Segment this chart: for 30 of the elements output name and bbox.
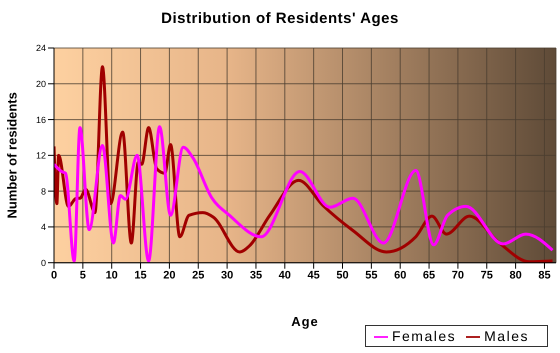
x-tick-label: 55 bbox=[365, 270, 378, 282]
y-tick-label: 4 bbox=[40, 222, 46, 232]
x-tick-label: 0 bbox=[50, 270, 58, 282]
x-tick-label: 60 bbox=[394, 270, 406, 282]
x-tick-label: 20 bbox=[163, 270, 176, 282]
x-tick-label: 75 bbox=[480, 270, 493, 282]
x-tick-label: 10 bbox=[106, 270, 118, 282]
y-tick-label: 24 bbox=[36, 43, 46, 54]
x-tick-label: 85 bbox=[538, 270, 551, 282]
x-tick-label: 80 bbox=[509, 270, 522, 282]
x-tick-label: 70 bbox=[452, 270, 464, 282]
x-tick-label: 35 bbox=[250, 270, 262, 282]
y-tick-label: 16 bbox=[36, 114, 46, 125]
x-tick-label: 25 bbox=[192, 270, 204, 282]
legend-label: Females bbox=[392, 328, 456, 344]
x-tick-label: 50 bbox=[336, 270, 349, 282]
legend-label: Males bbox=[484, 328, 529, 344]
y-tick-label: 20 bbox=[36, 78, 46, 89]
y-tick-label: 12 bbox=[36, 150, 46, 161]
y-axis-title: Number of residents bbox=[4, 92, 20, 219]
x-tick-label: 30 bbox=[220, 270, 234, 282]
x-tick-label: 65 bbox=[422, 270, 436, 282]
x-tick-label: 40 bbox=[278, 270, 291, 282]
x-tick-label: 5 bbox=[80, 270, 86, 282]
x-tick-label: 45 bbox=[308, 270, 320, 282]
x-axis-title: Age bbox=[290, 314, 320, 329]
y-tick-label: 0 bbox=[40, 258, 46, 268]
chart-title: Distribution of Residents' Ages bbox=[160, 10, 400, 27]
y-tick-label: 8 bbox=[40, 186, 46, 196]
x-tick-label: 15 bbox=[134, 270, 147, 282]
